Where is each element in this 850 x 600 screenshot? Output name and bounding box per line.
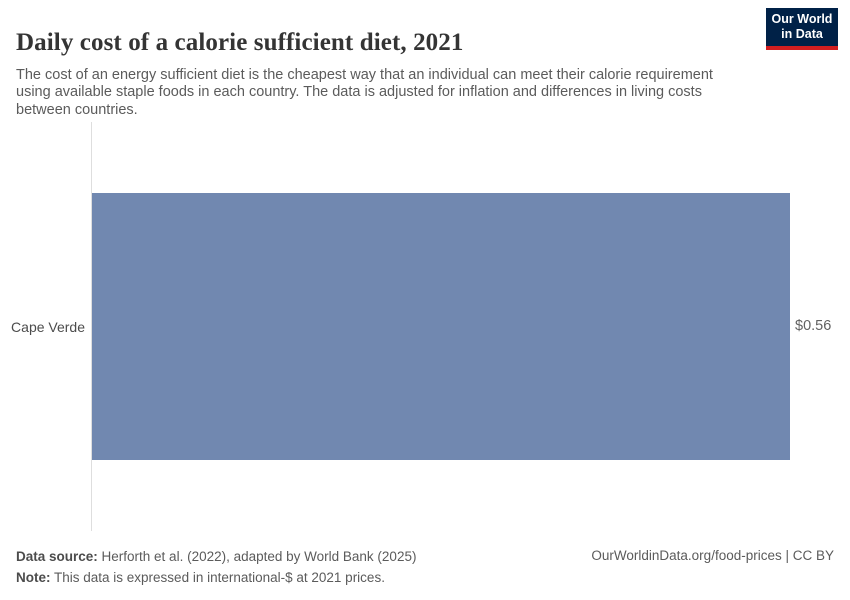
entity-label: Cape Verde bbox=[11, 319, 85, 335]
footer-notes: Data source: Herforth et al. (2022), ada… bbox=[16, 547, 416, 589]
note-line: Note: This data is expressed in internat… bbox=[16, 568, 416, 589]
chart-title: Daily cost of a calorie sufficient diet,… bbox=[16, 28, 464, 56]
chart-subtitle: The cost of an energy sufficient diet is… bbox=[16, 66, 713, 118]
value-label: $0.56 bbox=[795, 318, 832, 334]
data-source-text: Herforth et al. (2022), adapted by World… bbox=[97, 549, 417, 564]
note-label: Note: bbox=[16, 569, 51, 585]
attribution-link[interactable]: OurWorldinData.org/food-prices | CC BY bbox=[591, 548, 834, 563]
owid-logo-line2: in Data bbox=[781, 27, 823, 41]
bar-cape-verde[interactable] bbox=[92, 193, 790, 460]
owid-logo[interactable]: Our World in Data bbox=[766, 8, 838, 50]
plot-area bbox=[92, 193, 790, 460]
y-axis-line bbox=[91, 122, 92, 531]
data-source-line: Data source: Herforth et al. (2022), ada… bbox=[16, 547, 416, 568]
owid-logo-line1: Our World bbox=[771, 11, 833, 26]
data-source-label: Data source: bbox=[16, 549, 98, 564]
note-text: This data is expressed in international-… bbox=[50, 569, 385, 585]
